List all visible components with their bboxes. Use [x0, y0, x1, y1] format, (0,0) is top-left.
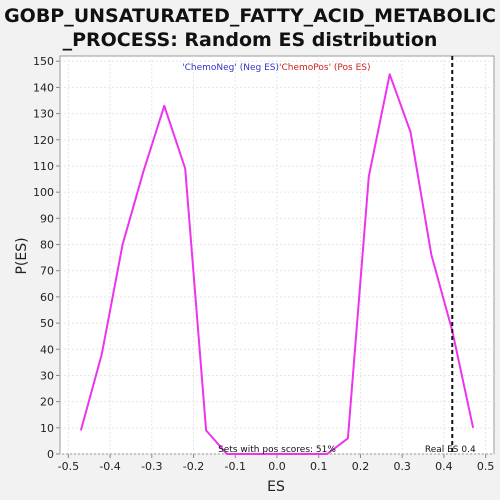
- chart-title-line-1: GOBP_UNSATURATED_FATTY_ACID_METABOLIC: [4, 5, 496, 27]
- y-tick-label: 20: [40, 396, 54, 409]
- x-tick-label: 0.4: [435, 460, 453, 473]
- y-tick-label: 100: [33, 186, 54, 199]
- x-tick-label: -0.4: [99, 460, 120, 473]
- y-tick-label: 120: [33, 134, 54, 147]
- grid-lines: [60, 56, 494, 455]
- y-tick-label: 70: [40, 265, 54, 278]
- y-tick-label: 10: [40, 422, 54, 435]
- y-tick-label: 60: [40, 291, 54, 304]
- x-tick-label: -0.5: [58, 460, 79, 473]
- x-tick-label: -0.2: [183, 460, 204, 473]
- legend-pos-entry: 'ChemoPos' (Pos ES): [279, 63, 371, 73]
- y-tick-label: 130: [33, 108, 54, 121]
- y-axis-label: P(ES): [14, 237, 30, 274]
- y-tick-label: 110: [33, 160, 54, 173]
- pos-scores-annotation: Sets with pos scores: 51%: [218, 445, 336, 455]
- x-tick-label: 0.2: [352, 460, 370, 473]
- y-tick-label: 40: [40, 343, 54, 356]
- legend-neg-entry: 'ChemoNeg' (Neg ES): [182, 63, 279, 73]
- y-tick-label: 140: [33, 81, 54, 94]
- plot-background: [59, 55, 495, 455]
- x-tick-label: -0.1: [225, 460, 246, 473]
- y-tick-label: 90: [40, 212, 54, 225]
- chart-title-line-2: _PROCESS: Random ES distribution: [63, 29, 438, 51]
- series-layer: [79, 73, 475, 455]
- axis-ticks: 0 10 20 30 40 50 60 70 80 90 100 110 120 130 140 150 -0.…: [33, 55, 494, 473]
- x-axis-label: ES: [267, 479, 285, 495]
- y-tick-label: 50: [40, 317, 54, 330]
- y-tick-label: 0: [47, 448, 54, 461]
- x-tick-label: 0.1: [310, 460, 328, 473]
- x-tick-label: 0.3: [393, 460, 411, 473]
- x-tick-label: 0.5: [477, 460, 495, 473]
- y-tick-label: 30: [40, 369, 54, 382]
- y-tick-label: 150: [33, 55, 54, 68]
- x-tick-label: -0.3: [141, 460, 162, 473]
- real-es-label: Real ES 0.4: [425, 445, 476, 455]
- y-tick-label: 80: [40, 239, 54, 252]
- x-tick-label: 0.0: [268, 460, 286, 473]
- es-distribution-line: [79, 73, 475, 455]
